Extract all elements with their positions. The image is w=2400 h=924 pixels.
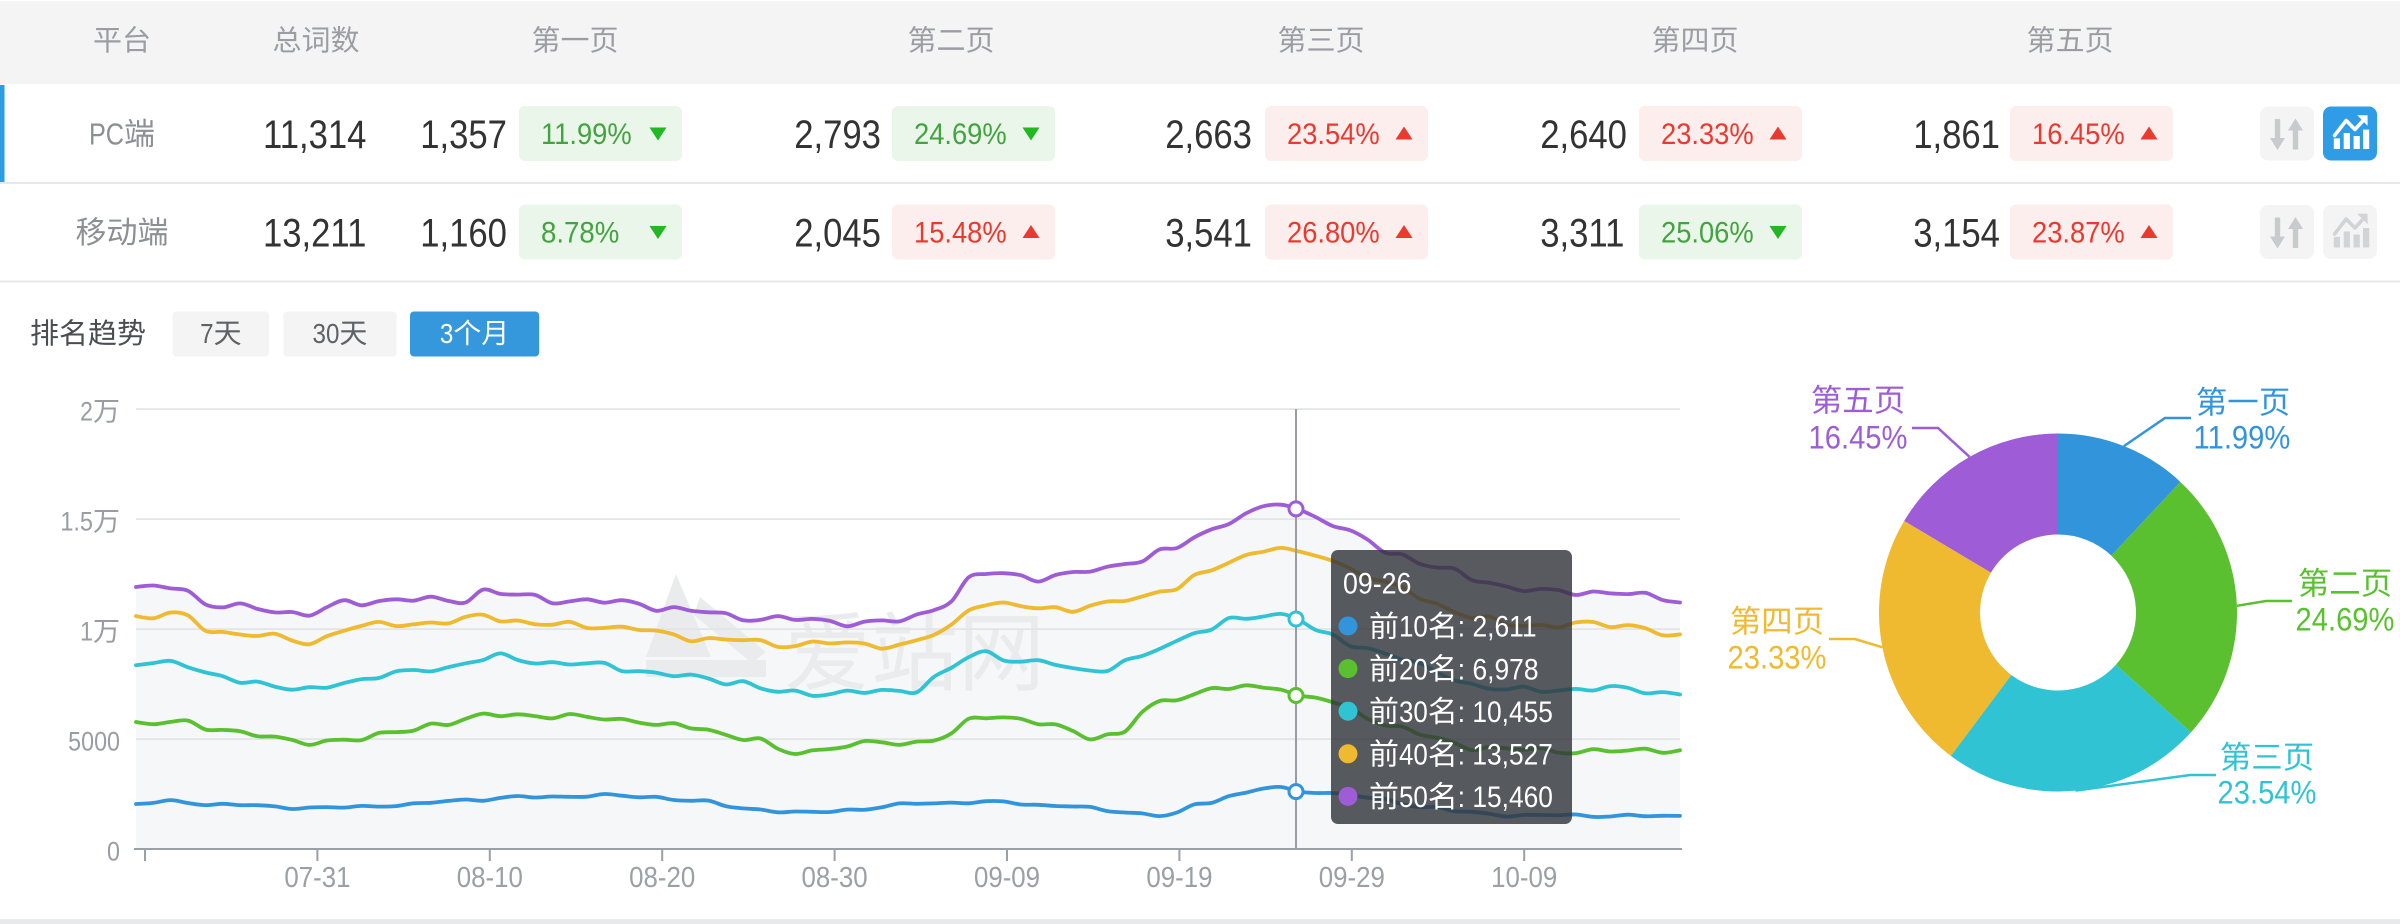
svg-text:30: 30	[1399, 695, 1428, 728]
svg-text:: 6,978: : 6,978	[1458, 652, 1539, 686]
svg-text:23.54%: 23.54%	[1287, 118, 1380, 151]
svg-text:16.45%: 16.45%	[2032, 118, 2125, 151]
svg-text:1,861: 1,861	[1913, 111, 2000, 156]
svg-text:23.33%: 23.33%	[1661, 118, 1754, 151]
svg-text:09-26: 09-26	[1343, 567, 1411, 601]
svg-text:2,045: 2,045	[794, 210, 881, 255]
svg-text:24.69%: 24.69%	[2296, 602, 2395, 638]
svg-text:09-29: 09-29	[1319, 860, 1385, 893]
svg-text:23.33%: 23.33%	[1728, 640, 1827, 676]
svg-text:11.99%: 11.99%	[2194, 420, 2291, 456]
svg-text:30: 30	[313, 317, 340, 349]
svg-text:07-31: 07-31	[284, 860, 350, 893]
svg-text:13,211: 13,211	[263, 210, 366, 255]
svg-text:1,160: 1,160	[420, 210, 507, 255]
svg-text:2,663: 2,663	[1165, 111, 1252, 156]
svg-text:1: 1	[80, 617, 93, 647]
svg-text:2,640: 2,640	[1540, 111, 1627, 156]
svg-text:3: 3	[440, 317, 453, 349]
svg-text:: 2,611: : 2,611	[1458, 609, 1537, 643]
svg-text:2: 2	[80, 397, 93, 427]
svg-text:08-20: 08-20	[629, 860, 695, 893]
svg-text:09-19: 09-19	[1146, 860, 1212, 893]
svg-text:0: 0	[107, 837, 120, 867]
svg-text:: 13,527: : 13,527	[1458, 737, 1553, 771]
svg-text:11,314: 11,314	[263, 111, 366, 156]
svg-text:10-09: 10-09	[1491, 860, 1557, 893]
svg-text:26.80%: 26.80%	[1287, 217, 1380, 250]
svg-text:40: 40	[1399, 738, 1428, 771]
svg-text:1.5: 1.5	[60, 507, 93, 537]
svg-text:23.54%: 23.54%	[2218, 775, 2317, 811]
svg-text:1,357: 1,357	[420, 111, 507, 156]
svg-text:3,541: 3,541	[1165, 210, 1252, 255]
svg-text:PC: PC	[89, 116, 124, 151]
svg-text:08-10: 08-10	[457, 860, 523, 893]
svg-text:23.87%: 23.87%	[2032, 217, 2125, 250]
svg-text:15.48%: 15.48%	[914, 217, 1007, 250]
svg-text:7: 7	[200, 317, 213, 349]
svg-text:25.06%: 25.06%	[1661, 217, 1754, 250]
svg-text:5000: 5000	[68, 727, 120, 757]
svg-text:3,154: 3,154	[1913, 210, 2000, 255]
svg-text:09-09: 09-09	[974, 860, 1040, 893]
svg-text:50: 50	[1399, 780, 1428, 813]
svg-text:2,793: 2,793	[794, 111, 881, 156]
svg-text:16.45%: 16.45%	[1809, 420, 1908, 456]
svg-text:20: 20	[1399, 653, 1428, 686]
svg-text:10: 10	[1399, 610, 1428, 643]
svg-text:11.99%: 11.99%	[541, 118, 632, 151]
svg-text:: 15,460: : 15,460	[1458, 779, 1553, 813]
svg-text:08-30: 08-30	[802, 860, 868, 893]
svg-text:3,311: 3,311	[1540, 210, 1624, 255]
svg-text:24.69%: 24.69%	[914, 118, 1007, 151]
svg-text:: 10,455: : 10,455	[1458, 694, 1553, 728]
svg-text:8.78%: 8.78%	[541, 217, 619, 250]
